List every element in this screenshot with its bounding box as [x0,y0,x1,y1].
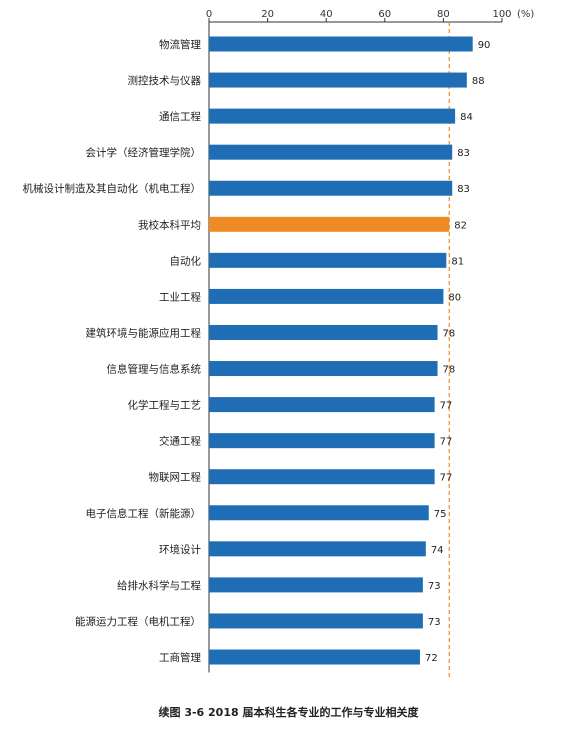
category-label: 给排水科学与工程 [117,579,201,592]
value-label: 82 [454,220,467,231]
chart-caption: 续图 3-6 2018 届本科生各专业的工作与专业相关度 [158,706,419,719]
category-label: 我校本科平均 [138,218,201,231]
bar [209,36,473,52]
bar [209,108,456,124]
x-tick-label: 0 [206,9,212,20]
category-label: 能源运力工程（电机工程） [75,615,201,628]
bar [209,252,447,268]
value-label: 77 [440,473,453,484]
x-tick-label: 60 [378,9,391,20]
bar [209,649,420,665]
value-label: 84 [460,112,473,123]
value-label: 74 [431,545,444,556]
category-label: 通信工程 [159,111,201,123]
bar [209,469,435,485]
value-label: 77 [440,401,453,412]
bar [209,613,423,629]
category-label: 测控技术与仪器 [128,74,202,87]
bar [209,180,453,196]
bar [209,324,438,340]
bar [209,541,426,557]
value-label: 81 [451,256,464,267]
category-label: 工业工程 [159,291,201,303]
category-label: 建筑环境与能源应用工程 [86,326,202,339]
bar [209,144,453,160]
category-label: 机械设计制造及其自动化（机电工程） [23,182,202,195]
x-tick-label: 100 [492,9,511,20]
value-label: 72 [425,653,438,664]
x-tick-label: 20 [261,9,274,20]
x-axis-unit: (%) [517,9,534,20]
value-label: 88 [472,76,485,87]
value-label: 73 [428,581,441,592]
value-label: 78 [443,365,456,376]
category-label: 化学工程与工艺 [128,399,202,412]
bar [209,72,467,88]
value-label: 77 [440,437,453,448]
x-tick-label: 80 [437,9,450,20]
category-label: 会计学（经济管理学院） [86,146,202,159]
category-label: 电子信息工程（新能源） [86,507,202,520]
category-label: 物联网工程 [149,471,202,484]
x-tick-label: 40 [320,9,333,20]
value-label: 73 [428,617,441,628]
bar [209,361,438,377]
bar [209,397,435,413]
bar [209,216,450,232]
bar [209,288,444,304]
value-label: 75 [434,509,447,520]
bar [209,577,423,593]
category-label: 工商管理 [159,651,201,664]
bar [209,433,435,449]
category-label: 物流管理 [159,38,201,51]
category-label: 交通工程 [159,435,201,448]
category-label: 环境设计 [159,543,201,556]
category-label: 自动化 [170,254,202,267]
category-label: 信息管理与信息系统 [107,363,202,376]
value-label: 83 [457,184,470,195]
value-label: 78 [443,328,456,339]
value-label: 90 [478,40,491,51]
bar [209,505,429,521]
value-label: 80 [448,292,461,303]
value-label: 83 [457,148,470,159]
